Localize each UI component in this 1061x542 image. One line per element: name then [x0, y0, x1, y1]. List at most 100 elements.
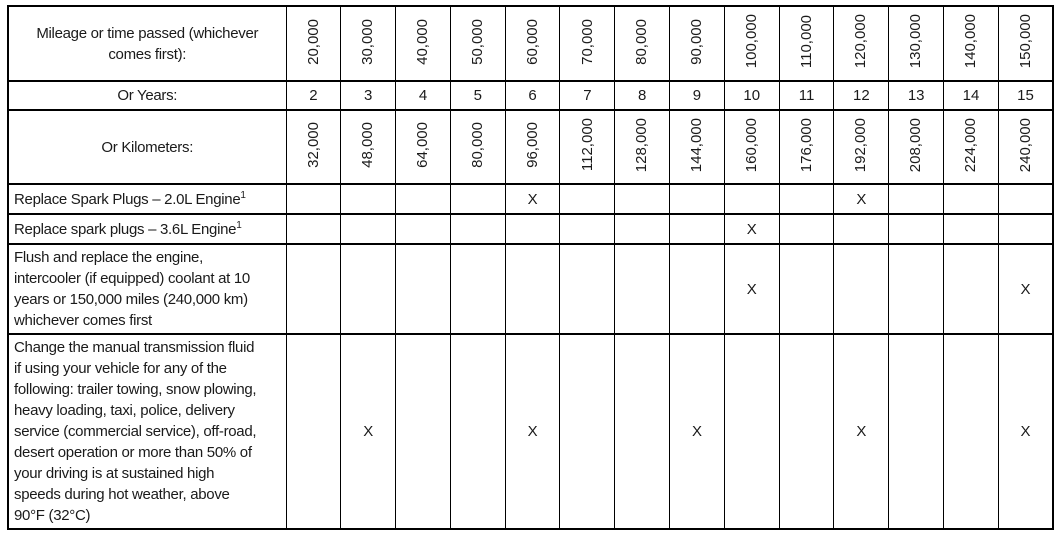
- schedule-cell-empty: [943, 213, 999, 245]
- kilometer-value: 32,000: [304, 122, 322, 168]
- mileage-value-cell: 130,000: [888, 5, 945, 82]
- kilometer-value-cell: 64,000: [395, 109, 451, 185]
- kilometer-value: 176,000: [797, 117, 815, 173]
- mileage-value-cell: 100,000: [723, 5, 780, 82]
- kilometers-header-label: Or Kilometers:: [7, 109, 287, 185]
- schedule-cell-empty: [888, 243, 945, 335]
- schedule-cell-empty: [559, 183, 616, 215]
- kilometer-value-cell: 32,000: [285, 109, 342, 185]
- mileage-value: 60,000: [523, 18, 541, 65]
- year-value: 15: [1017, 87, 1034, 104]
- schedule-cell-empty: [504, 213, 561, 245]
- year-value-cell: 10: [723, 80, 780, 111]
- kilometer-value: 160,000: [742, 117, 760, 173]
- mileage-value-cell: 20,000: [285, 5, 342, 82]
- kilometer-value: 192,000: [852, 117, 870, 173]
- year-value: 13: [907, 87, 925, 104]
- schedule-cell-empty: [395, 183, 451, 215]
- schedule-cell-empty: [395, 333, 451, 530]
- kilometer-value-cell: 112,000: [559, 109, 616, 185]
- kilometer-value: 96,000: [523, 122, 541, 168]
- schedule-cell-empty: [449, 243, 506, 335]
- task-label-text: Change the manual transmission fluid if …: [14, 339, 257, 524]
- service-mark: X: [1020, 280, 1031, 298]
- kilometer-value: 128,000: [633, 117, 651, 173]
- footnote-marker: 1: [236, 219, 242, 231]
- schedule-cell-empty: [559, 243, 616, 335]
- schedule-cell-empty: [395, 213, 451, 245]
- kilometer-value-cell: 224,000: [943, 109, 999, 185]
- year-value-cell: 6: [504, 80, 561, 111]
- kilometer-value: 240,000: [1016, 117, 1034, 173]
- schedule-cell-empty: [614, 183, 671, 215]
- year-value-cell: 15: [997, 80, 1054, 111]
- service-mark: X: [691, 423, 702, 440]
- year-value-cell: 5: [449, 80, 506, 111]
- mileage-value: 50,000: [468, 18, 486, 65]
- mileage-value-cell: 90,000: [669, 5, 725, 82]
- schedule-cell-empty: [997, 183, 1054, 215]
- schedule-cell-empty: [285, 213, 342, 245]
- mileage-value: 120,000: [852, 14, 870, 69]
- year-value-cell: 11: [778, 80, 835, 111]
- kilometer-value: 208,000: [907, 117, 925, 173]
- maintenance-schedule-table: Mileage or time passed (whichever comes …: [7, 5, 1055, 530]
- schedule-cell-marked: X: [833, 333, 890, 530]
- year-value-cell: 9: [669, 80, 725, 111]
- task-label-cell: Replace spark plugs – 3.6L Engine1: [7, 213, 287, 245]
- schedule-cell-empty: [340, 243, 397, 335]
- year-value-cell: 14: [943, 80, 999, 111]
- header-row-mileage: Mileage or time passed (whichever comes …: [7, 5, 1054, 82]
- task-row: Change the manual transmission fluid if …: [7, 333, 1054, 530]
- task-row: Replace spark plugs – 3.6L Engine1 X: [7, 213, 1054, 245]
- header-row-years: Or Years: 2 3 4 5 6 7 8 9 10 11 12 13 14 15: [7, 80, 1054, 111]
- schedule-cell-empty: [723, 333, 780, 530]
- kilometer-value-cell: 240,000: [997, 109, 1054, 185]
- mileage-header-text: Mileage or time passed (whichever comes …: [36, 24, 259, 63]
- schedule-cell-empty: [943, 333, 999, 530]
- kilometer-value-cell: 192,000: [833, 109, 890, 185]
- task-row: Flush and replace the engine, intercoole…: [7, 243, 1054, 335]
- schedule-cell-marked: X: [723, 243, 780, 335]
- schedule-cell-empty: [778, 243, 835, 335]
- mileage-value: 110,000: [797, 14, 815, 69]
- schedule-cell-empty: [285, 243, 342, 335]
- kilometer-value-cell: 48,000: [340, 109, 397, 185]
- schedule-cell-empty: [778, 213, 835, 245]
- schedule-cell-empty: [888, 333, 945, 530]
- schedule-cell-empty: [833, 243, 890, 335]
- years-header-text: Or Years:: [117, 87, 178, 104]
- mileage-value-cell: 110,000: [778, 5, 835, 82]
- year-value: 4: [418, 87, 428, 104]
- schedule-cell-empty: [669, 183, 725, 215]
- kilometer-value: 224,000: [962, 117, 980, 173]
- kilometer-value-cell: 96,000: [504, 109, 561, 185]
- kilometer-value: 144,000: [688, 117, 706, 173]
- kilometer-value-cell: 208,000: [888, 109, 945, 185]
- schedule-cell-empty: [504, 243, 561, 335]
- schedule-cell-empty: [943, 243, 999, 335]
- schedule-cell-empty: [778, 183, 835, 215]
- mileage-value-cell: 50,000: [449, 5, 506, 82]
- service-mark: X: [363, 423, 374, 440]
- kilometer-value: 48,000: [359, 122, 377, 168]
- mileage-value: 140,000: [962, 14, 980, 69]
- year-value-cell: 12: [833, 80, 890, 111]
- mileage-value-cell: 140,000: [943, 5, 999, 82]
- schedule-cell-marked: X: [723, 213, 780, 245]
- schedule-cell-empty: [614, 213, 671, 245]
- schedule-cell-marked: X: [833, 183, 890, 215]
- mileage-value-cell: 120,000: [833, 5, 890, 82]
- year-value-cell: 4: [395, 80, 451, 111]
- year-value-cell: 13: [888, 80, 945, 111]
- years-header-label: Or Years:: [7, 80, 287, 111]
- service-mark: X: [746, 280, 757, 298]
- kilometer-value: 64,000: [414, 122, 432, 168]
- mileage-value-cell: 60,000: [504, 5, 561, 82]
- kilometer-value-cell: 176,000: [778, 109, 835, 185]
- schedule-cell-empty: [285, 183, 342, 215]
- year-value: 5: [473, 87, 482, 104]
- schedule-cell-empty: [285, 333, 342, 530]
- service-mark: X: [1020, 423, 1031, 440]
- mileage-value-cell: 80,000: [614, 5, 671, 82]
